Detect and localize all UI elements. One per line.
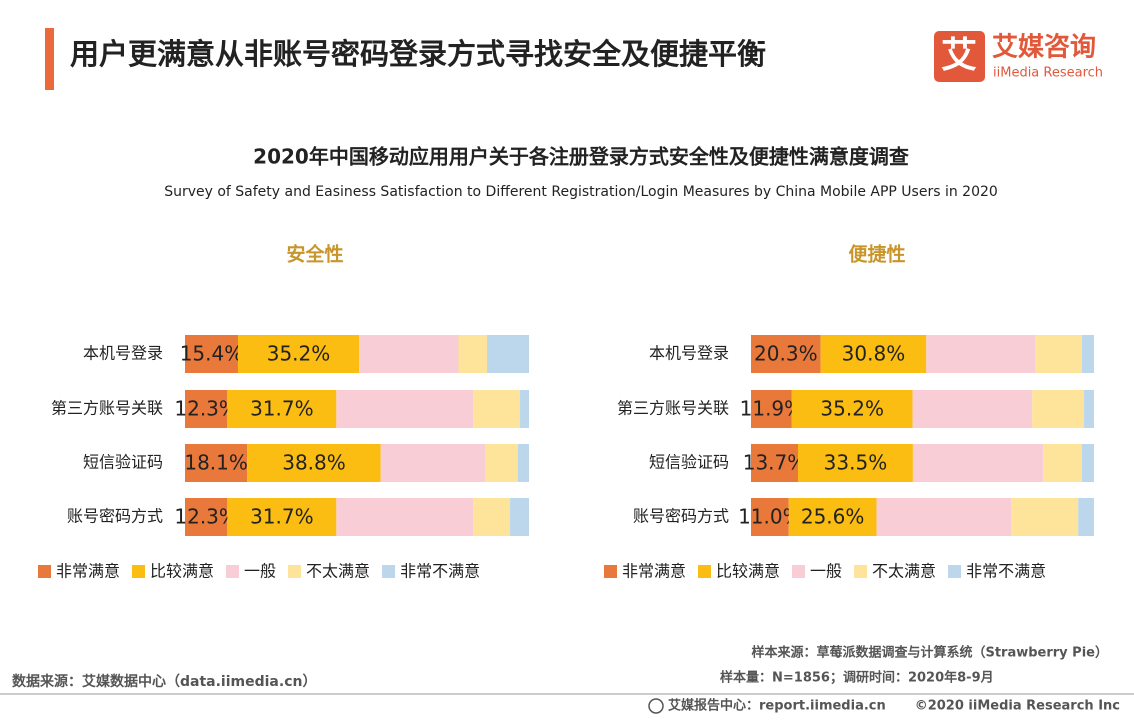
data-label: 38.8%: [282, 451, 346, 475]
bar-segment: [227, 498, 337, 536]
bar-segment: [227, 390, 337, 428]
legend-swatch: [288, 565, 302, 578]
bar-segment: [1084, 390, 1094, 428]
sample-source: 样本来源：草莓派数据调查与计算系统（Strawberry Pie）: [751, 645, 1108, 661]
bar-segment: [912, 444, 1044, 482]
data-label: 35.2%: [267, 342, 331, 366]
bar-segment: [1043, 444, 1082, 482]
sample-size: 样本量：N=1856；调研时间：2020年8-9月: [720, 670, 994, 686]
data-label: 18.1%: [184, 451, 248, 475]
bar-segment: [473, 498, 511, 536]
legend-swatch: [948, 565, 962, 578]
category-label: 账号密码方式: [633, 507, 729, 526]
legend-label: 不太满意: [306, 562, 370, 581]
bar-segment: [520, 390, 529, 428]
legend-swatch: [792, 565, 806, 578]
title-accent: [45, 28, 54, 90]
bar-segment: [751, 390, 792, 428]
legend-swatch: [382, 565, 396, 578]
category-label: 短信验证码: [649, 453, 729, 472]
bar-segment: [876, 498, 1012, 536]
data-label: 31.7%: [250, 397, 314, 421]
bar-segment: [797, 444, 913, 482]
bar-segment: [336, 498, 474, 536]
legend-label: 比较满意: [150, 562, 214, 581]
panel-title: 便捷性: [848, 243, 905, 266]
legend-swatch: [38, 565, 51, 578]
bar-segment: [1011, 498, 1079, 536]
legend-label: 一般: [244, 562, 276, 581]
bar-segment: [380, 444, 486, 482]
bar-segment: [473, 390, 521, 428]
bar-segment: [185, 390, 228, 428]
bar-segment: [1078, 498, 1094, 536]
bar-segment: [926, 335, 1036, 373]
bar-segment: [751, 444, 798, 482]
data-label: 33.5%: [824, 451, 888, 475]
bar-segment: [1032, 390, 1085, 428]
logo-name-en: iiMedia Research: [993, 66, 1103, 81]
category-label: 本机号登录: [83, 344, 163, 363]
data-label: 13.7%: [743, 451, 807, 475]
legend-swatch: [604, 565, 617, 578]
chart-subtitle: Survey of Safety and Easiness Satisfacti…: [164, 184, 998, 200]
category-label: 账号密码方式: [67, 507, 163, 526]
bar-segment: [788, 498, 877, 536]
chart-title: 2020年中国移动应用用户关于各注册登录方式安全性及便捷性满意度调查: [253, 145, 909, 169]
data-label: 25.6%: [801, 505, 865, 529]
bar-segment: [485, 444, 518, 482]
bar-segment: [751, 498, 789, 536]
bar-segment: [791, 390, 913, 428]
legend-label: 非常不满意: [400, 562, 480, 581]
legend-label: 非常满意: [622, 562, 686, 581]
report-center: 艾媒报告中心：report.iimedia.cn: [668, 698, 886, 714]
legend-swatch: [132, 565, 146, 578]
legend-swatch: [854, 565, 868, 578]
category-label: 本机号登录: [649, 344, 729, 363]
category-label: 短信验证码: [83, 453, 163, 472]
bar-segment: [185, 444, 248, 482]
category-label: 第三方账号关联: [51, 399, 163, 418]
legend-label: 非常满意: [56, 562, 120, 581]
bar-segment: [237, 335, 360, 373]
logo-name: 艾媒咨询: [992, 32, 1096, 63]
bar-segment: [1081, 444, 1094, 482]
copyright: ©2020 iiMedia Research Inc: [915, 699, 1120, 714]
data-label: 35.2%: [820, 397, 884, 421]
bar-segment: [510, 498, 529, 536]
bar-segment: [458, 335, 488, 373]
data-label: 30.8%: [842, 342, 906, 366]
bar-segment: [1081, 335, 1094, 373]
legend-label: 非常不满意: [966, 562, 1046, 581]
page-title: 用户更满意从非账号密码登录方式寻找安全及便捷平衡: [70, 37, 766, 71]
bar-segment: [1035, 335, 1082, 373]
legend-swatch: [698, 565, 712, 578]
bar-segment: [517, 444, 529, 482]
bar-segment: [751, 335, 821, 373]
bar-segment: [912, 390, 1033, 428]
bar-segment: [247, 444, 381, 482]
bar-segment: [359, 335, 459, 373]
bar-segment: [185, 498, 228, 536]
data-label: 31.7%: [250, 505, 314, 529]
bar-segment: [487, 335, 529, 373]
legend-label: 不太满意: [872, 562, 936, 581]
category-label: 第三方账号关联: [617, 399, 729, 418]
globe-icon: [648, 698, 664, 714]
bar-segment: [336, 390, 474, 428]
bar-segment: [820, 335, 927, 373]
bar-segment: [185, 335, 238, 373]
data-label: 15.4%: [180, 342, 244, 366]
data-source: 数据来源：艾媒数据中心（data.iimedia.cn）: [12, 673, 316, 690]
logo-mark: 艾: [941, 35, 977, 76]
legend-swatch: [226, 565, 240, 578]
panel-title: 安全性: [286, 243, 343, 266]
legend-label: 一般: [810, 562, 842, 581]
legend-label: 比较满意: [716, 562, 780, 581]
logo-mark-bg: [934, 31, 985, 82]
data-label: 20.3%: [754, 342, 818, 366]
